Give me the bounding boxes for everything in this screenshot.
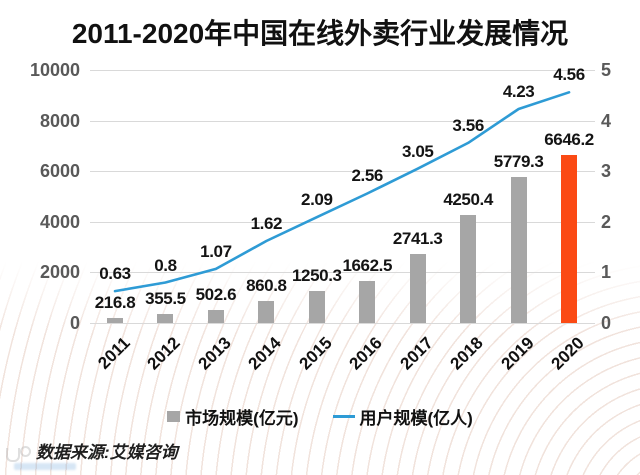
legend-label-user-scale: 用户规模(亿人) [359, 409, 473, 428]
line-value-label: 2.09 [301, 190, 333, 210]
x-axis-label: 2014 [244, 333, 286, 374]
bar-2015 [308, 291, 325, 323]
bar-value-label: 2741.3 [392, 228, 443, 248]
legend-item-market-size: 市场规模(亿元) [167, 404, 299, 429]
line-value-label: 1.62 [250, 214, 283, 234]
bar-2018 [460, 215, 477, 323]
bar-2020 [561, 154, 578, 323]
gridline [90, 70, 595, 71]
x-axis-label: 2013 [194, 333, 235, 374]
y-axis-right-tick-label: 1 [601, 262, 612, 283]
bar-value-label: 1662.5 [342, 255, 393, 275]
gridline [90, 323, 595, 324]
gridline [90, 120, 595, 122]
line-value-label: 3.56 [452, 115, 484, 135]
watermark-text-smudge [14, 463, 76, 470]
line-value-label: 1.07 [200, 241, 232, 261]
bar-2014 [258, 301, 275, 323]
bar-value-label: 6646.2 [544, 129, 594, 149]
x-axis-label: 2015 [295, 333, 336, 374]
bar-2017 [409, 253, 426, 323]
x-axis-label: 2020 [547, 333, 588, 374]
x-axis-label: 2016 [345, 333, 386, 374]
line-value-label: 4.56 [553, 65, 585, 85]
bar-value-label: 216.8 [94, 292, 136, 312]
line-value-label: 2.56 [351, 166, 384, 186]
bar-2011 [107, 317, 123, 323]
x-axis-label: 2012 [143, 333, 185, 374]
chart-title: 2011-2020年中国在线外卖行业发展情况 [71, 18, 569, 49]
source-note: 数据来源:艾媒咨询 [36, 443, 178, 462]
chart-legend: 市场规模(亿元) 用户规模(亿人) [0, 404, 640, 429]
legend-label-market-size: 市场规模(亿元) [185, 409, 299, 428]
watermark-glyph-icon [20, 446, 31, 457]
bar-2013 [207, 310, 224, 323]
y-axis-left-tick-label: 6000 [39, 161, 80, 182]
y-axis-right-tick-label: 3 [601, 161, 612, 182]
bar-value-label: 355.5 [145, 289, 186, 308]
y-axis-left-tick-label: 8000 [39, 110, 80, 131]
y-axis-right-tick-label: 2 [601, 211, 612, 232]
y-axis-right-tick-label: 4 [601, 110, 612, 131]
bar-value-label: 4250.4 [443, 190, 493, 210]
x-axis-label: 2011 [94, 333, 134, 373]
bar-2016 [359, 280, 376, 323]
bar-2012 [157, 314, 174, 323]
x-axis-label: 2017 [396, 333, 437, 374]
y-axis-left-tick-label: 0 [69, 313, 80, 333]
y-axis-right-tick-label: 0 [601, 313, 612, 333]
y-axis-left-tick-label: 10000 [29, 60, 80, 80]
legend-item-user-scale: 用户规模(亿人) [332, 404, 473, 429]
bar-value-label: 5779.3 [493, 151, 544, 171]
x-axis-label: 2019 [497, 333, 538, 374]
y-axis-left-tick-label: 2000 [39, 262, 80, 283]
line-value-label: 3.05 [401, 141, 434, 161]
bar-series-swatch-icon [167, 411, 181, 422]
watermark-glyph-icon [6, 448, 20, 462]
watermark-logo [2, 444, 92, 472]
bar-2019 [510, 176, 527, 323]
y-axis-right-tick-label: 5 [601, 60, 612, 80]
line-series-swatch-icon [332, 415, 355, 418]
y-axis-left-tick-label: 4000 [39, 211, 80, 232]
x-axis-label: 2018 [446, 333, 487, 374]
